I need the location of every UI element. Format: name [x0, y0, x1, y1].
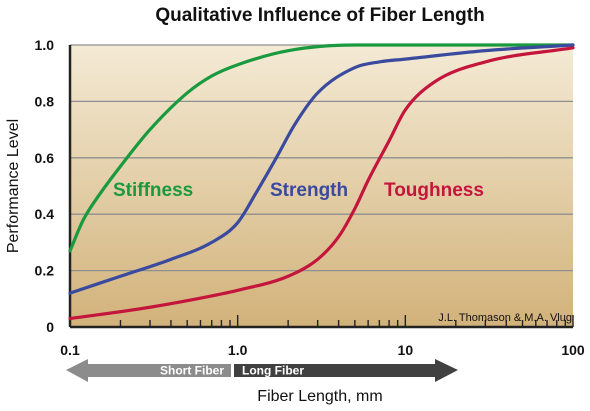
x-tick-label: 0.1 — [60, 342, 80, 358]
series-group — [68, 43, 575, 321]
chart-title: Qualitative Influence of Fiber Length — [155, 5, 484, 26]
series-label-toughness: Toughness — [384, 180, 484, 201]
x-tick-label: 1.0 — [228, 342, 248, 358]
long-fiber-label: Long Fiber — [242, 364, 304, 378]
y-tick-label: 0.8 — [35, 93, 55, 109]
y-tick-label: 0.2 — [35, 263, 55, 279]
plot-area — [70, 45, 573, 327]
short-fiber-label: Short Fiber — [160, 364, 224, 378]
y-axis-label: Performance Level — [5, 119, 22, 253]
series-line-toughness — [68, 46, 575, 321]
series-line-stiffness — [68, 43, 575, 253]
long-fiber-arrow — [234, 359, 458, 382]
credit-note: J.L. Thomason & M.A. Vlug — [438, 312, 572, 324]
series-label-strength: Strength — [270, 180, 348, 201]
series-label-stiffness: Stiffness — [113, 180, 193, 201]
y-tick-label: 0.6 — [35, 150, 55, 166]
y-tick-label: 0 — [46, 319, 54, 335]
y-axis-ticks: 0 0.2 0.4 0.6 0.8 1.0 — [35, 37, 55, 335]
x-axis-label: Fiber Length, mm — [257, 388, 382, 405]
series-line-strength — [68, 43, 575, 295]
short-fiber-arrow — [66, 359, 232, 382]
x-tick-label: 100 — [561, 342, 585, 358]
y-tick-label: 0.4 — [35, 206, 55, 222]
gridlines — [70, 44, 573, 272]
y-tick-label: 1.0 — [35, 37, 55, 53]
x-tick-label: 10 — [398, 342, 414, 358]
